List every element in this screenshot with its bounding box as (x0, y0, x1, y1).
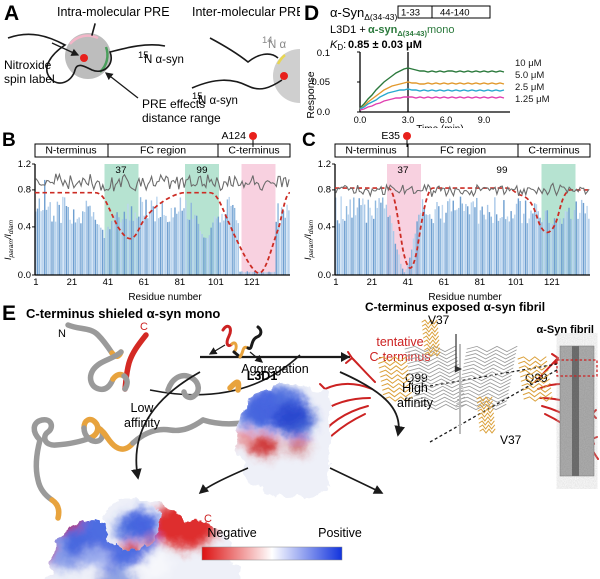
svg-text:N-terminus: N-terminus (345, 145, 396, 157)
svg-text:81: 81 (475, 277, 486, 287)
svg-text:0.0: 0.0 (318, 270, 331, 280)
svg-text:α-Syn fibril: α-Syn fibril (537, 324, 595, 336)
svg-text:FC region: FC region (440, 145, 486, 157)
svg-text:E35: E35 (381, 130, 400, 142)
svg-text:C-terminus: C-terminus (528, 145, 579, 157)
svg-text:0.0: 0.0 (18, 270, 31, 280)
svg-text:99: 99 (196, 166, 207, 177)
svg-text:C-terminus: C-terminus (369, 350, 430, 364)
svg-text:61: 61 (139, 277, 150, 287)
svg-text:0.4: 0.4 (18, 222, 31, 232)
svg-text:FC region: FC region (140, 145, 186, 157)
svg-text:101: 101 (208, 277, 224, 287)
svg-text:1: 1 (333, 277, 338, 287)
svg-text:81: 81 (175, 277, 186, 287)
svg-text:Positive: Positive (318, 526, 362, 540)
svg-text:N-terminus: N-terminus (45, 145, 96, 157)
svg-text:Iparam/Idiam: Iparam/Idiam (303, 219, 315, 260)
svg-text:99: 99 (496, 166, 507, 177)
svg-text:N α-syn: N α-syn (144, 54, 184, 66)
svg-text:121: 121 (244, 277, 260, 287)
svg-text:1: 1 (33, 277, 38, 287)
svg-text:C: C (204, 513, 212, 525)
svg-text:C: C (140, 321, 148, 333)
svg-text:C: C (302, 130, 316, 151)
svg-text:41: 41 (403, 277, 414, 287)
svg-text:0.8: 0.8 (318, 185, 331, 195)
svg-text:V37: V37 (428, 313, 450, 327)
svg-text:B: B (2, 130, 16, 151)
svg-text:0.0: 0.0 (354, 115, 367, 125)
svg-text:1.25 μM: 1.25 μM (515, 94, 550, 105)
svg-text:41: 41 (103, 277, 114, 287)
svg-text:1.2: 1.2 (18, 159, 31, 169)
svg-text:C-terminus shieled α-syn mono: C-terminus shieled α-syn mono (26, 306, 220, 321)
svg-text:L3D1: L3D1 (247, 369, 278, 383)
svg-text:affinity: affinity (397, 396, 434, 410)
svg-text:Negative: Negative (207, 526, 256, 540)
svg-text:A: A (4, 2, 19, 25)
svg-text:9.0: 9.0 (478, 115, 491, 125)
svg-text:High: High (402, 381, 428, 395)
svg-text:0.0: 0.0 (317, 107, 330, 118)
svg-text:2.5 μM: 2.5 μM (515, 82, 544, 93)
svg-text:C-terminus exposed α-syn fibri: C-terminus exposed α-syn fibril (365, 300, 545, 314)
svg-text:C-terminus: C-terminus (228, 145, 279, 157)
svg-text:1.2: 1.2 (318, 159, 331, 169)
svg-text:affinity: affinity (124, 416, 161, 430)
svg-text:N: N (58, 328, 66, 340)
svg-text:21: 21 (367, 277, 378, 287)
svg-text:121: 121 (544, 277, 560, 287)
svg-text:37: 37 (397, 166, 408, 177)
svg-text:N α: N α (268, 39, 287, 51)
svg-text:0.4: 0.4 (318, 222, 331, 232)
svg-text:61: 61 (439, 277, 450, 287)
svg-text:10 μM: 10 μM (515, 58, 542, 69)
svg-text:0.1: 0.1 (317, 48, 330, 59)
svg-text:Inter-molecular PRE: Inter-molecular PRE (192, 5, 300, 19)
svg-text:21: 21 (67, 277, 78, 287)
svg-text:Iparam/Idiam: Iparam/Idiam (3, 219, 15, 260)
svg-text:Low: Low (131, 401, 155, 415)
svg-text:E: E (2, 302, 16, 325)
svg-text:Intra-molecular PRE: Intra-molecular PRE (57, 5, 170, 19)
svg-text:3.0: 3.0 (402, 115, 415, 125)
svg-text:5.0 μM: 5.0 μM (515, 70, 544, 81)
svg-text:A124: A124 (221, 130, 246, 142)
svg-text:V37: V37 (500, 433, 522, 447)
svg-text:0.8: 0.8 (18, 185, 31, 195)
svg-text:101: 101 (508, 277, 524, 287)
svg-text:Response: Response (305, 71, 317, 118)
